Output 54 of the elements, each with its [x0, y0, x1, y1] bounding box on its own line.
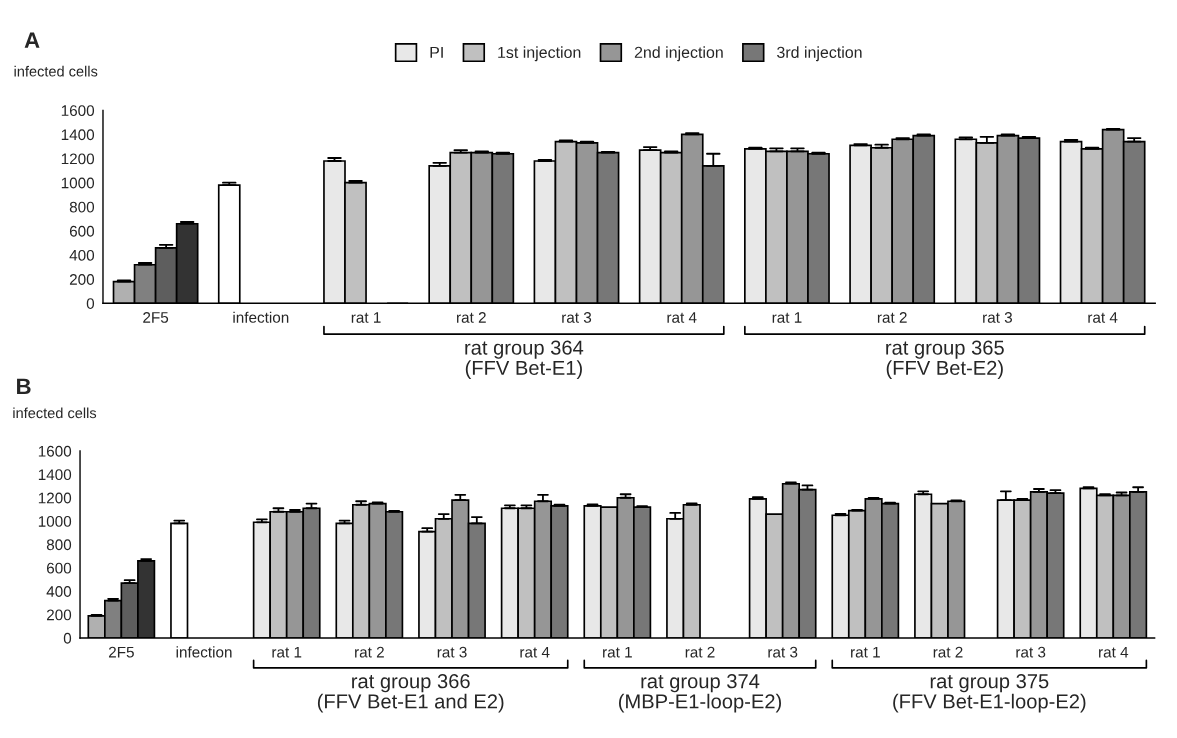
y-axis-title: infected cells — [13, 407, 97, 419]
y-tick-label: 200 — [69, 274, 95, 285]
x-tick-label: rat 4 — [1099, 646, 1129, 658]
y-tick-label: 1200 — [61, 153, 95, 165]
x-tick-label: rat 2 — [457, 312, 486, 323]
x-tick-label: rat 4 — [1088, 312, 1118, 323]
y-tick-label: 800 — [46, 539, 72, 551]
legend-label: PI — [430, 46, 443, 58]
text: rat group 374 (MBP-E1-loop-E2) — [618, 674, 782, 713]
x-tick-label: rat 1 — [272, 646, 302, 658]
y-axis-title: infected cells — [14, 65, 98, 77]
text: rat group 375 (FFV Bet-E1-loop-E2) — [893, 674, 1086, 713]
x-tick-label: rat 1 — [351, 312, 381, 323]
legend-label: 3rd injection — [777, 46, 862, 62]
x-tick-label: rat 2 — [933, 646, 963, 658]
x-tick-label: infection — [176, 646, 232, 658]
chart-title: B — [17, 378, 31, 395]
y-tick-label: 600 — [46, 562, 72, 574]
y-tick-label: 400 — [69, 249, 95, 261]
x-tick-label: rat 4 — [667, 312, 697, 323]
x-tick-label: 2F5 — [143, 312, 169, 323]
x-tick-label: rat 1 — [772, 312, 802, 323]
y-tick-label: 400 — [46, 586, 72, 597]
x-tick-label: rat 2 — [877, 312, 907, 323]
x-tick-label: rat 3 — [768, 646, 798, 658]
legend-label: 1st injection — [498, 46, 581, 62]
x-tick-label: rat 2 — [685, 646, 715, 658]
chart-title: A — [24, 32, 40, 48]
x-tick-label: rat 1 — [851, 646, 880, 658]
text: rat group 364 (FFV Bet-E1) — [465, 340, 584, 379]
text: rat group 366 (FFV Bet-E1 and E2) — [317, 674, 504, 713]
x-tick-label: rat 3 — [437, 646, 467, 658]
y-tick-label: 800 — [69, 201, 95, 213]
y-tick-label: 200 — [46, 609, 72, 621]
y-tick-label: 600 — [69, 225, 95, 237]
y-tick-label: 0 — [86, 298, 95, 309]
text: rat group 365 (FFV Bet-E2) — [886, 340, 1004, 379]
y-tick-label: 1600 — [61, 105, 95, 117]
x-tick-label: rat 3 — [983, 312, 1012, 323]
x-tick-label: rat 2 — [355, 646, 384, 658]
x-tick-label: 2F5 — [108, 646, 134, 658]
y-tick-label: 1000 — [61, 177, 95, 189]
legend-label: 2nd injection — [634, 46, 723, 62]
y-tick-label: 1600 — [38, 445, 72, 457]
x-tick-label: infection — [233, 311, 289, 323]
x-tick-label: rat 3 — [1016, 646, 1046, 658]
y-tick-label: 1400 — [61, 129, 95, 141]
x-tick-label: rat 3 — [562, 312, 592, 323]
y-tick-label: 0 — [63, 632, 72, 644]
y-tick-label: 1400 — [38, 469, 72, 481]
y-tick-label: 1000 — [38, 515, 72, 527]
y-tick-label: 1200 — [38, 492, 72, 504]
x-tick-label: rat 1 — [603, 646, 632, 658]
x-tick-label: rat 4 — [520, 646, 550, 658]
